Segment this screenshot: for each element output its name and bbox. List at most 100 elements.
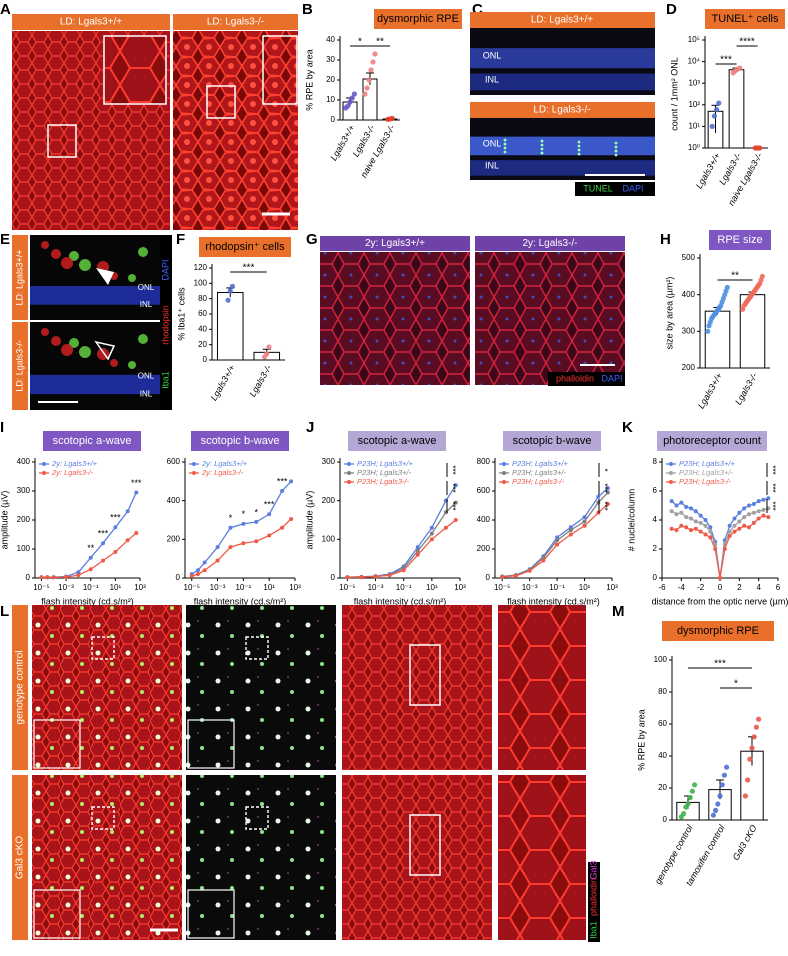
tunel-dot — [540, 147, 544, 151]
x-tick-label: Lgals3+/+ — [694, 151, 722, 190]
x-tick-label: 10⁻¹ — [549, 583, 565, 592]
stain-label: rhodopsin — [160, 305, 170, 345]
roi-box — [409, 814, 441, 876]
data-point — [568, 528, 573, 533]
chart-title-box — [503, 431, 601, 451]
x-tick-label: 10¹ — [426, 583, 438, 592]
x-tick-label: 10⁻¹ — [83, 583, 99, 592]
tunel-dot — [614, 149, 618, 153]
data-point — [113, 525, 118, 530]
chart-title-box — [709, 230, 771, 250]
cell — [128, 361, 136, 369]
stain-label: Gal3 — [588, 860, 598, 879]
image-header: LD: Lgals3-/- — [207, 17, 264, 28]
data-point — [761, 507, 766, 512]
significance: *** — [720, 55, 732, 66]
x-tick-label: 10¹ — [579, 583, 591, 592]
y-tick-label: 200 — [477, 544, 491, 553]
x-tick-label: 10⁻³ — [210, 583, 226, 592]
legend-marker — [347, 471, 351, 475]
significance: *** — [768, 465, 777, 474]
x-tick-label: 2 — [737, 583, 742, 592]
data-point — [751, 734, 757, 740]
x-tick-label: 10⁻³ — [368, 583, 384, 592]
y-tick-label: 0 — [653, 573, 658, 582]
chart-title: TUNEL⁺ cells — [712, 13, 779, 25]
legend-marker — [502, 480, 506, 484]
data-point — [125, 538, 130, 543]
data-point — [719, 782, 725, 788]
data-point — [737, 510, 742, 515]
x-tick-label: 10¹ — [110, 583, 122, 592]
data-point — [264, 351, 270, 357]
data-point — [709, 123, 715, 129]
data-point — [732, 516, 737, 521]
layer-label: INL — [485, 75, 499, 85]
series-line — [41, 492, 137, 578]
roi-box — [206, 85, 236, 119]
y-axis-label: % Iba1⁺ cells — [176, 287, 186, 341]
cell — [79, 259, 91, 271]
data-point — [359, 575, 364, 580]
header-bar — [470, 12, 655, 28]
stain-strip — [160, 235, 172, 410]
data-point — [747, 512, 751, 517]
data-point — [747, 756, 753, 762]
y-tick-label: 0 — [663, 815, 668, 824]
layer-label: INL — [485, 161, 499, 171]
tunel-dot — [577, 140, 581, 144]
data-point — [266, 344, 272, 350]
data-point — [415, 545, 420, 550]
x-axis-label: distance from the optic nerve (µm) — [652, 596, 788, 606]
stain-label: Iba1 — [160, 371, 170, 389]
cell — [41, 328, 49, 336]
significance: ** — [87, 543, 95, 553]
y-tick-label: 40 — [658, 751, 667, 760]
legend-label: P23H; Lgals3-/- — [357, 477, 410, 486]
data-point — [732, 529, 737, 534]
data-point — [689, 528, 693, 533]
data-point — [267, 512, 272, 517]
micrograph — [342, 605, 492, 770]
data-point — [727, 533, 732, 538]
x-tick-label: 10³ — [454, 583, 466, 592]
chart-title-box — [43, 431, 141, 451]
x-tick-label: Gal3 cKO — [731, 823, 759, 862]
y-tick-label: 800 — [477, 457, 491, 466]
data-point — [605, 502, 610, 507]
inset — [187, 719, 235, 769]
y-tick-label: 20 — [658, 783, 667, 792]
significance: * — [600, 468, 609, 471]
data-point — [751, 510, 756, 515]
x-tick-label: Lgals3+/+ — [696, 371, 724, 410]
data-point — [705, 328, 711, 334]
y-tick-label: 10 — [326, 95, 335, 104]
roi-box — [245, 806, 269, 830]
y-tick-label: 6 — [653, 486, 658, 495]
data-point — [669, 499, 674, 504]
data-point — [88, 555, 93, 560]
data-point — [684, 515, 689, 520]
arrowhead — [96, 268, 114, 285]
y-tick-label: 0 — [176, 573, 181, 582]
data-point — [347, 99, 353, 105]
stain-strip — [588, 862, 600, 942]
roi-box — [409, 644, 441, 706]
stain-label: phalloidin — [588, 878, 598, 916]
data-point — [527, 568, 532, 573]
legend-marker — [669, 480, 673, 484]
data-point — [280, 489, 285, 493]
x-tick-label: 10⁻³ — [522, 583, 538, 592]
y-tick-label: 400 — [682, 290, 696, 299]
panel-letter: H — [660, 231, 671, 248]
panel-letter: K — [622, 419, 633, 436]
x-tick-label: 10⁻⁵ — [184, 583, 200, 592]
legend-marker — [502, 471, 506, 475]
chart-title-box — [191, 431, 289, 451]
significance: *** — [98, 529, 109, 539]
data-point — [684, 525, 689, 530]
data-point — [453, 518, 458, 522]
y-tick-label: 400 — [17, 457, 31, 466]
panel-letter: G — [306, 231, 318, 248]
chart-title: RPE size — [717, 234, 762, 246]
